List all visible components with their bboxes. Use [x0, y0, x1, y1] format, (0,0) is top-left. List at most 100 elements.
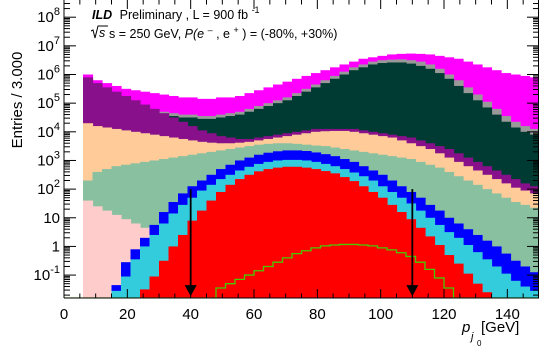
bar-series-9-bin-21 — [263, 169, 274, 298]
x-axis-title-unit: [GeV] — [481, 319, 519, 336]
cut-arrow-head-1 — [406, 285, 419, 297]
y-tick-label-8: 108 — [37, 6, 60, 26]
x-axis-title-subscript: j — [469, 331, 474, 343]
x-tick-label-100: 100 — [368, 306, 393, 323]
bar-series-9-bin-43 — [472, 283, 483, 298]
bar-series-8-bin-5 — [111, 290, 122, 298]
status-label: Preliminary — [120, 8, 183, 22]
bar-series-9-bin-41 — [453, 263, 464, 298]
bar-series-9-bin-12 — [178, 234, 189, 298]
lumi-prefix: , L = — [186, 8, 214, 22]
energy-label: s = 250 GeV, — [109, 27, 185, 41]
bar-series-9-bin-30 — [349, 181, 360, 298]
bar-series-9-bin-17 — [225, 184, 236, 298]
bar-series-9-bin-22 — [273, 167, 284, 298]
bar-series-9-bin-27 — [320, 171, 331, 298]
bar-series-5-bin-48 — [520, 204, 531, 298]
bar-series-8-bin-47 — [510, 280, 521, 298]
histogram-stack — [83, 53, 539, 298]
bar-series-6-bin-5 — [111, 214, 122, 298]
svg-text:p: p — [461, 319, 470, 336]
svg-text:ILD Preliminary ,: ILD Preliminary , L = 900 fb -1 — [92, 5, 260, 22]
bar-series-8-bin-44 — [482, 259, 493, 298]
bar-series-6-bin-2 — [83, 200, 94, 298]
sqrt-symbol: s — [90, 25, 108, 40]
bar-series-7-bin-47 — [510, 260, 521, 298]
x-axis: 0 20 40 60 80 100 120 140 — [60, 0, 539, 323]
bar-series-9-bin-14 — [197, 210, 208, 298]
bar-series-9-bin-15 — [206, 200, 217, 298]
bar-series-9-bin-11 — [168, 246, 179, 298]
bar-series-5-bin-46 — [501, 197, 512, 298]
bar-series-9-bin-28 — [330, 173, 341, 298]
bar-series-9-bin-13 — [187, 220, 198, 298]
x-tick-label-20: 20 — [119, 306, 136, 323]
y-axis: 10-1 1 10 102 103 104 105 106 107 108 — [34, 3, 539, 296]
y-tick-label-3: 103 — [37, 149, 60, 169]
bar-series-8-bin-45 — [491, 266, 502, 298]
y-axis-title: Entries / 3.000 — [9, 52, 26, 149]
bar-series-6-bin-4 — [102, 210, 113, 298]
bar-series-9-bin-26 — [311, 169, 322, 298]
bar-series-8-bin-8 — [140, 246, 151, 298]
polarisation-values: ) = (-80%, +30%) — [242, 27, 337, 41]
y-tick-label--1: 10-1 — [34, 264, 60, 284]
lumi-exponent: -1 — [252, 5, 260, 15]
x-tick-label-120: 120 — [431, 306, 456, 323]
bar-series-9-bin-31 — [358, 186, 369, 298]
x-axis-title: p j 0 [GeV] — [461, 319, 519, 348]
polarisation-symbol: P(e — [185, 27, 205, 41]
bar-series-9-bin-16 — [216, 191, 227, 298]
bar-series-9-bin-25 — [301, 167, 312, 298]
lumi-value: 900 fb — [213, 8, 248, 22]
bar-series-6-bin-3 — [92, 206, 103, 298]
x-tick-label-60: 60 — [246, 306, 263, 323]
x-tick-label-80: 80 — [309, 306, 326, 323]
bar-series-9-bin-23 — [282, 166, 293, 298]
bar-series-8-bin-42 — [463, 244, 474, 298]
y-tick-label-1: 10 — [43, 210, 60, 227]
bar-series-9-bin-42 — [463, 273, 474, 298]
bar-series-5-bin-47 — [510, 202, 521, 298]
signal-line — [64, 243, 539, 298]
bar-series-9-bin-37 — [415, 227, 426, 298]
y-tick-label-4: 104 — [37, 121, 60, 141]
bar-series-9-bin-24 — [292, 166, 303, 298]
signal-histogram — [64, 243, 539, 298]
y-tick-label-5: 105 — [37, 92, 60, 112]
x-tick-label-40: 40 — [182, 306, 199, 323]
bar-series-9-bin-9 — [149, 276, 160, 298]
bar-series-9-bin-10 — [159, 260, 170, 298]
bar-series-9-bin-29 — [339, 177, 350, 298]
bar-series-6-bin-6 — [121, 219, 132, 298]
bar-series-9-bin-40 — [444, 255, 455, 298]
bar-series-8-bin-46 — [501, 273, 512, 298]
bar-series-8-bin-48 — [520, 286, 531, 298]
x-axis-title-symbol: p — [461, 319, 470, 336]
bar-series-8-bin-43 — [472, 252, 483, 298]
bar-series-9-bin-18 — [235, 179, 246, 298]
bar-series-8-bin-6 — [121, 276, 132, 298]
bar-series-5-bin-45 — [491, 193, 502, 298]
y-tick-label-6: 106 — [37, 64, 60, 84]
bar-series-9-bin-35 — [396, 212, 407, 298]
bar-series-7-bin-49 — [529, 272, 539, 298]
x-axis-title-subsubscript: 0 — [477, 339, 482, 348]
bar-series-8-bin-7 — [130, 259, 141, 298]
ild-annotation: ILD Preliminary , L = 900 fb -1 s s = 25… — [90, 5, 337, 41]
y-tick-label-2: 102 — [37, 178, 60, 198]
bar-series-9-bin-44 — [482, 292, 493, 298]
experiment-label: ILD — [92, 8, 112, 22]
bar-series-9-bin-20 — [254, 171, 265, 298]
y-tick-label-0: 1 — [52, 238, 60, 255]
svg-text:s = 250 GeV, P(e: s = 250 GeV, P(e – , e + ) = (-80%, +30%… — [109, 22, 337, 41]
bar-series-9-bin-34 — [387, 204, 398, 298]
bar-series-9-bin-32 — [368, 191, 379, 298]
bar-series-8-bin-9 — [149, 234, 160, 298]
x-tick-label-140: 140 — [495, 306, 520, 323]
bar-series-7-bin-48 — [520, 266, 531, 298]
bar-series-9-bin-8 — [140, 289, 151, 298]
bar-series-9-bin-39 — [434, 244, 445, 298]
bar-series-9-bin-19 — [244, 174, 255, 298]
